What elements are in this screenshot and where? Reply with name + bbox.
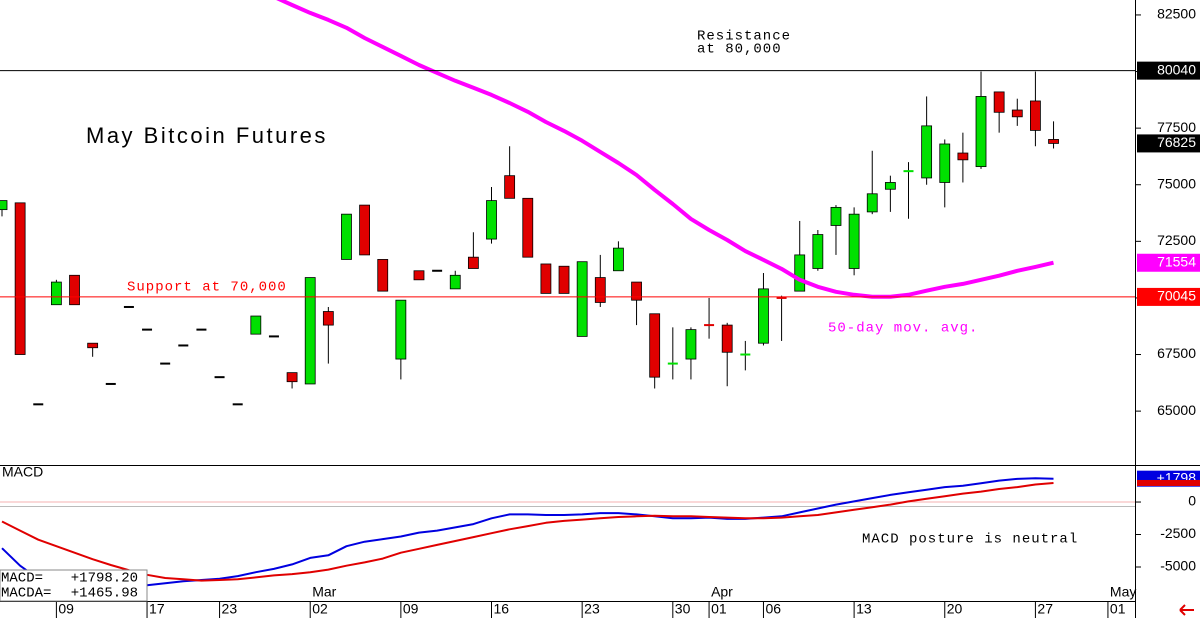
moving-average-line [276,0,1054,299]
candle-body [322,311,334,326]
macd-readout-name: MACD= [1,571,43,587]
x-tick-label: 17 [149,601,165,617]
candle-body [975,96,987,168]
candle-body [758,288,769,344]
macd-readout-value: +1798.20 [71,571,138,587]
candle-body [504,175,516,199]
x-tick-label: 13 [856,601,872,617]
y-tick-label: 82500 [1157,6,1196,22]
x-tick-label: 02 [312,601,328,617]
x-tick-label: 16 [494,601,510,617]
candle-body [359,204,371,256]
macd-line [1,482,1054,582]
value-box [1137,287,1200,306]
value-box-label: 76825 [1157,134,1196,150]
candle-body [576,261,588,337]
y-tick-label: 75000 [1157,175,1196,191]
x-tick-label: 20 [947,601,963,617]
candle-body [1048,139,1059,144]
x-tick-label: 09 [403,601,419,617]
candle-body [884,182,896,190]
month-label: Mar [312,584,336,600]
candle-body [721,324,733,353]
macd-line [1,477,1054,587]
value-box-label: 70045 [1157,288,1196,304]
chart-title: May Bitcoin Futures [86,123,328,148]
resistance-label: Resistance [697,29,791,45]
candle-body [631,281,642,301]
candle-body [1030,100,1041,131]
ma-label: 50-day mov. avg. [828,321,978,337]
y-tick-label: 0 [1188,493,1196,509]
candle-body [395,299,407,360]
support-label: Support at 70,000 [127,280,287,296]
candle-body [377,259,389,292]
month-label: Apr [711,584,733,600]
candle-body [449,274,461,290]
macd-readout-box [0,569,148,602]
value-box-label: 80040 [1157,61,1196,77]
macd-title: MACD [2,464,43,480]
month-label: May [1110,584,1136,600]
candle-body [848,213,860,269]
value-box [1137,61,1200,80]
candle-body [50,281,62,306]
macd-plot [0,477,1135,587]
candle-body [540,263,552,294]
candle-body [921,125,933,179]
macd-readout-name: MACDA= [1,586,51,602]
candle-body [594,277,606,303]
candle-body [613,247,624,272]
candle-body [69,274,80,306]
candle-body [939,143,951,183]
candle-body [87,342,99,349]
value-box [1137,253,1200,272]
macd-readout-value: +1465.98 [71,586,138,602]
y-tick-label: 65000 [1157,402,1196,418]
x-tick-label: 01 [711,601,727,617]
candle-body [341,213,352,260]
candle-body [286,372,298,383]
x-tick-label: 23 [584,601,600,617]
candle-body [558,265,570,294]
candle-body [467,256,479,269]
candle-body [794,254,806,292]
x-tick-label: 30 [675,601,691,617]
y-tick-label: -5000 [1160,558,1196,574]
candle-body [14,202,26,355]
candle-body [1011,109,1023,118]
candle-body [957,152,969,161]
x-tick-label: 09 [58,601,74,617]
candle-body [486,200,497,240]
y-tick-label: -2500 [1160,525,1196,541]
x-tick-label: 01 [1110,601,1126,617]
candle-body [993,91,1005,113]
value-box [1137,134,1200,153]
y-tick-label: 72500 [1157,232,1196,248]
candle-body [0,200,8,211]
y-tick-label: 77500 [1157,119,1196,135]
macd-value-box [1137,479,1200,486]
candle-body [830,206,842,226]
candle-body [250,315,262,335]
price-plot [0,0,1059,406]
scroll-arrow [1179,604,1194,616]
candle-body [522,197,534,258]
candle-body [866,193,878,213]
resistance-label: at 80,000 [697,42,782,58]
x-tick-label: 06 [765,601,781,617]
y-tick-label: 67500 [1157,345,1196,361]
x-tick-label: 27 [1037,601,1053,617]
value-box-label: 71554 [1157,253,1196,269]
candle-body [413,270,425,281]
candle-body [685,329,697,360]
candle-body [304,277,316,385]
x-tick-label: 23 [222,601,238,617]
candle-body [812,234,824,269]
macd-annotation: MACD posture is neutral [862,532,1078,548]
candle-body [649,313,661,378]
